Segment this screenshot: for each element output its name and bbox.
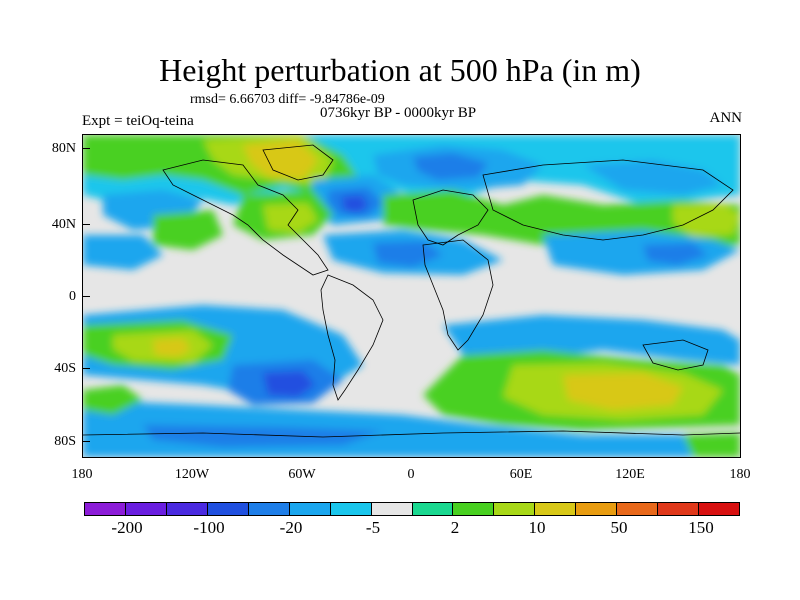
colorbar-cell (576, 503, 618, 515)
colorbar-cell (535, 503, 577, 515)
colorbar-label: 2 (450, 518, 460, 537)
contour-region (563, 373, 683, 410)
contour-region (153, 210, 223, 250)
colorbar-cell (125, 503, 167, 515)
lon-label: 180 (729, 467, 751, 482)
colorbar-cell (658, 503, 700, 515)
colorbar-cell (494, 503, 536, 515)
colorbar-label: -20 (279, 518, 303, 537)
plot-title: Height perturbation at 500 hPa (in m) (159, 52, 641, 88)
colorbar-label: 150 (688, 518, 714, 537)
colorbar-cell (617, 503, 659, 515)
colorbar-cell (371, 503, 413, 515)
colorbar-cell (289, 503, 331, 515)
coastlines (83, 144, 740, 438)
lon-label: 60E (509, 467, 533, 482)
colorbar-cell (453, 503, 495, 515)
contour-region (243, 140, 318, 180)
lat-label: 40N (51, 217, 76, 232)
colorbar (84, 502, 740, 516)
contour-region (143, 425, 383, 447)
contour-region (83, 235, 163, 270)
contour-region (683, 433, 740, 457)
contour-region (341, 195, 369, 213)
lat-tick (82, 296, 90, 297)
contour-region (583, 160, 723, 195)
contour-region (263, 371, 315, 397)
lon-label: 60W (288, 467, 316, 482)
lat-tick (82, 148, 90, 149)
colorbar-label: -200 (111, 518, 143, 537)
lon-label: 120E (615, 467, 645, 482)
colorbar-label: 50 (610, 518, 628, 537)
colorbar-label: -100 (193, 518, 225, 537)
experiment-label: Expt = teiOq-teina (82, 113, 194, 129)
contour-region (643, 243, 708, 265)
lat-tick (82, 368, 90, 369)
contour-region (153, 338, 191, 357)
map-panel (82, 134, 741, 458)
contour-region (373, 241, 443, 267)
contour-field (83, 135, 740, 457)
colorbar-label: 10 (528, 518, 546, 537)
colorbar-cell (412, 503, 454, 515)
colorbar-cell (166, 503, 208, 515)
lat-label: 80S (54, 434, 76, 449)
lon-label: 180 (71, 467, 93, 482)
lat-tick (82, 441, 90, 442)
contour-region (263, 203, 318, 233)
lat-label: 80N (51, 141, 76, 156)
contour-region (83, 385, 143, 415)
colorbar-cell (699, 503, 739, 515)
lon-label: 120W (174, 467, 210, 482)
colorbar-cell (248, 503, 290, 515)
colorbar-cell (85, 503, 126, 515)
period-text: 0736kyr BP - 0000kyr BP (320, 105, 477, 121)
lat-label: 40S (54, 361, 76, 376)
lon-label: 0 (407, 467, 415, 482)
colorbar-cell (330, 503, 372, 515)
contour-region (543, 230, 740, 275)
contour-region (413, 153, 488, 180)
season-label: ANN (709, 110, 743, 126)
colorbar-label: -5 (365, 518, 381, 537)
lat-tick (82, 224, 90, 225)
lat-label: 0 (69, 289, 76, 304)
stats-text: rmsd= 6.66703 diff= -9.84786e-09 (190, 92, 385, 107)
colorbar-cell (207, 503, 249, 515)
contour-region (673, 203, 740, 237)
